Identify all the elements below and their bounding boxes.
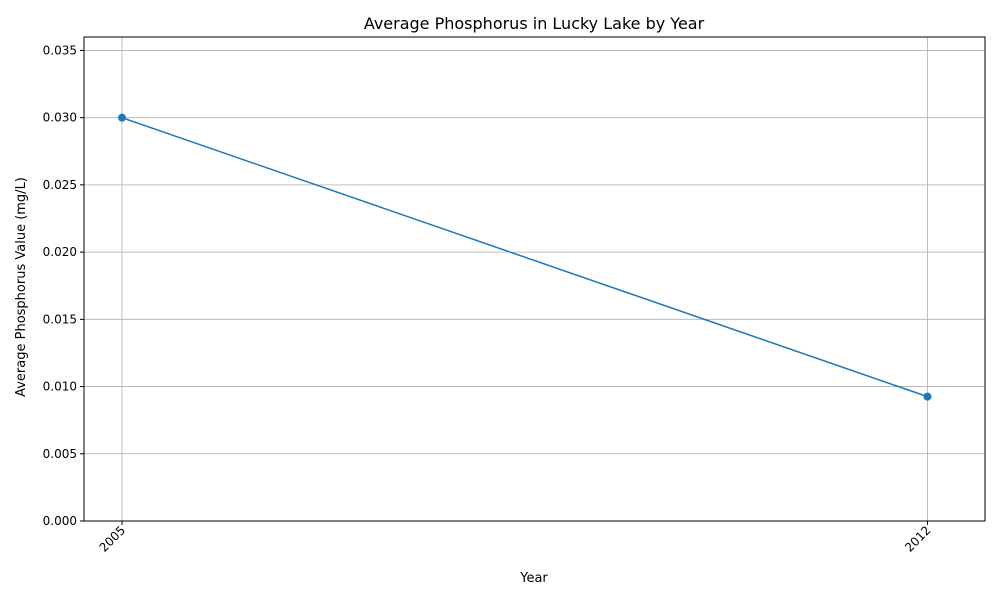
series-line [121, 116, 928, 398]
x-axis-label: Year [519, 571, 548, 586]
y-tick-label: 0.030 [43, 111, 77, 125]
axes [83, 36, 986, 522]
series-layer [117, 113, 932, 401]
x-tick-label: 2005 [97, 523, 128, 554]
plot-frame [83, 36, 986, 522]
data-point-2005 [117, 113, 126, 122]
data-point-2012 [923, 392, 932, 401]
ticks: 0.000 0.005 0.010 0.015 0.020 0.025 0.030 0.035… [43, 43, 934, 554]
y-tick-label: 0.010 [43, 380, 77, 394]
y-tick-label: 0.005 [43, 447, 77, 461]
y-axis-label: Average Phosphorus Value (mg/L) [14, 177, 29, 397]
chart-title: Average Phosphorus in Lucky Lake by Year [364, 14, 705, 33]
y-tick-label: 0.025 [43, 178, 77, 192]
y-tick-label: 0.015 [43, 312, 77, 326]
y-tick-label: 0.035 [43, 43, 77, 57]
y-tick-label: 0.020 [43, 245, 77, 259]
x-tick-label: 2012 [902, 523, 933, 554]
y-tick-label: 0.000 [43, 514, 77, 528]
grid [84, 37, 985, 522]
